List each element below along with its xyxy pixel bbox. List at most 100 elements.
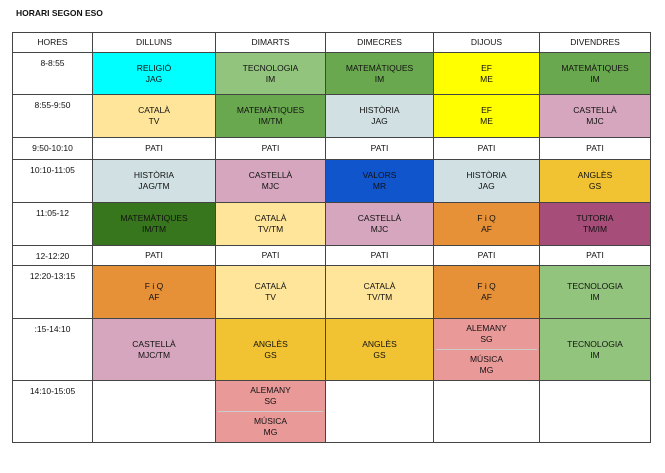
subject-label: CASTELLÀ — [573, 105, 617, 115]
class-cell: PATI — [215, 245, 326, 266]
class-cell: MATEMÀTIQUES IM/TM — [92, 202, 216, 246]
table-row: 14:10-15:05 ALEMANY SG MÚSICA MG — [12, 380, 651, 443]
time-slot: 12-12:20 — [12, 245, 93, 266]
class-cell — [539, 380, 651, 443]
teacher-label: JAG — [371, 116, 388, 126]
time-slot: 12:20-13:15 — [12, 265, 93, 319]
class-cell: PATI — [539, 137, 651, 160]
header-dimarts: DIMARTS — [215, 32, 326, 53]
teacher-label: MR — [372, 181, 387, 191]
subject-label: PATI — [586, 143, 604, 153]
class-cell: TUTORIA TM/IM — [539, 202, 651, 246]
subject-label: HISTÒRIA — [466, 170, 507, 180]
subject-label: TUTORIA — [576, 213, 614, 223]
subject-label: TECNOLOGIA — [242, 62, 299, 73]
class-cell: CASTELLÀ MJC — [325, 202, 434, 246]
subject-label: CASTELLÀ — [248, 170, 293, 180]
class-cell: PATI — [92, 137, 216, 160]
teacher-label: TV — [265, 292, 276, 302]
class-cell: F i Q AF — [433, 202, 540, 246]
subject-label: MATEMÀTIQUES — [561, 62, 629, 73]
subject-label: PATI — [370, 143, 389, 153]
teacher-label: TM/IM — [582, 224, 608, 234]
schedule-table: HORES DILLUNS DIMARTS DIMECRES DIJOUS DI… — [12, 32, 651, 443]
subject-label: VALORS — [362, 170, 397, 180]
teacher-label: IM — [590, 292, 600, 302]
teacher-label: AF — [481, 224, 492, 234]
time-slot: 11:05-12 — [12, 202, 93, 246]
class-cell: CASTELLÀ MJC — [215, 159, 326, 203]
class-cell: PATI — [215, 137, 326, 160]
teacher-label: AF — [148, 292, 160, 302]
teacher-label: MJC/TM — [137, 349, 171, 360]
teacher-label: MG — [479, 365, 494, 375]
teacher-label: IM — [590, 73, 600, 84]
teacher-label: TV — [148, 116, 160, 126]
class-cell: TECNOLOGIA IM — [539, 265, 651, 319]
subject-label: PATI — [261, 143, 280, 153]
subject-label: ANGLÈS — [362, 338, 397, 349]
class-cell: CATALÀ TV/TM — [325, 265, 434, 319]
teacher-label: ME — [480, 116, 493, 126]
subject-label: PATI — [477, 250, 496, 260]
subject-label: CATALÀ — [138, 105, 170, 115]
teacher-label: SG — [480, 334, 493, 344]
subject-label: EF — [481, 62, 492, 73]
teacher-label: IM — [265, 73, 276, 84]
subject-label: PATI — [145, 143, 163, 153]
header-hores: HORES — [12, 32, 93, 53]
teacher-label: GS — [264, 349, 277, 360]
divider — [218, 411, 323, 412]
table-row: 10:10-11:05 HISTÒRIA JAG/TM CASTELLÀ MJC VALO… — [12, 159, 651, 203]
table-row: 11:05-12 MATEMÀTIQUES IM/TM CATALÀ TV/TM CAST… — [12, 202, 651, 246]
subject-label: CASTELLÀ — [132, 338, 176, 349]
class-cell: ANGLÈS GS — [215, 318, 326, 381]
subject-label: PATI — [145, 250, 163, 260]
subject-label: ALEMANY — [250, 385, 291, 395]
table-row: 12-12:20 PATI PATI PATI PATI PATI — [12, 245, 651, 266]
class-cell: EF ME — [433, 52, 540, 95]
subject-label: MATEMÀTIQUES — [236, 105, 305, 115]
class-cell: ALEMANY SG MÚSICA MG — [215, 380, 326, 443]
table-row: 8-8:55 RELIGIÓ JAG TECNOLOGIA IM MATEMÀTIQUES… — [12, 52, 651, 95]
time-slot: 8:55-9:50 — [12, 94, 93, 138]
class-cell: CATALÀ TV — [92, 94, 216, 138]
teacher-label: MJC — [586, 116, 604, 126]
header-dijous: DIJOUS — [433, 32, 540, 53]
subject-label: ANGLÈS — [253, 338, 288, 349]
class-cell: TECNOLOGIA IM — [539, 318, 651, 381]
table-row: 8:55-9:50 CATALÀ TV MATEMÀTIQUES IM/TM HISTÒR… — [12, 94, 651, 138]
class-cell — [325, 380, 434, 443]
teacher-label: TV/TM — [366, 292, 393, 302]
subject-label: CATALÀ — [254, 213, 287, 223]
class-cell: VALORS MR — [325, 159, 434, 203]
class-cell: HISTÒRIA JAG — [325, 94, 434, 138]
class-cell: PATI — [433, 137, 540, 160]
subject-label: MATEMÀTIQUES — [120, 213, 188, 223]
header-dimecres: DIMECRES — [325, 32, 434, 53]
class-cell: CASTELLÀ MJC/TM — [92, 318, 216, 381]
class-cell: EF ME — [433, 94, 540, 138]
subject-label: F i Q — [144, 281, 164, 291]
header-dilluns: DILLUNS — [92, 32, 216, 53]
teacher-label: IM/TM — [258, 116, 283, 126]
subject-label: PATI — [477, 143, 496, 153]
class-cell: HISTÒRIA JAG — [433, 159, 540, 203]
time-slot: 9:50-10:10 — [12, 137, 93, 160]
subject-label: MÚSICA — [469, 354, 504, 364]
class-cell — [92, 380, 216, 443]
teacher-label: IM/TM — [141, 224, 167, 234]
teacher-label: IM — [590, 349, 600, 360]
subject-label: EF — [481, 105, 492, 115]
teacher-label: GS — [588, 181, 602, 191]
class-cell: MATEMÀTIQUES IM — [539, 52, 651, 95]
teacher-label: IM — [374, 73, 385, 84]
subject-label: RELIGIÓ — [136, 62, 172, 73]
time-slot: 8-8:55 — [12, 52, 93, 95]
subject-label: ANGLÈS — [577, 170, 613, 180]
subject-label: ALEMANY — [466, 323, 507, 333]
class-cell — [433, 380, 540, 443]
table-row: :15-14:10 CASTELLÀ MJC/TM ANGLÈS GS ANGLÈS GS A… — [12, 318, 651, 381]
subject-label: CATALÀ — [363, 281, 396, 291]
subject-label: CASTELLÀ — [357, 213, 402, 223]
